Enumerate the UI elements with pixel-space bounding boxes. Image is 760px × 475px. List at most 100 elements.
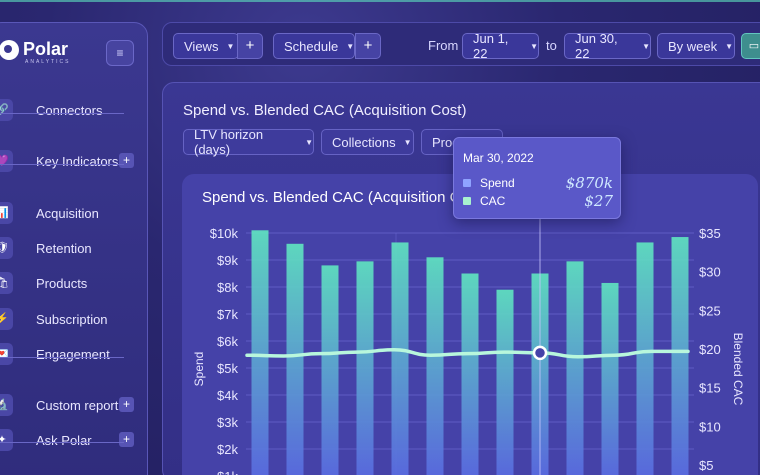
spend-bar [601, 282, 619, 475]
sidebar-item-custom-report[interactable]: 🔬 Custom report + [0, 391, 137, 419]
sidebar-divider [0, 164, 124, 165]
sidebar-divider [0, 357, 124, 358]
chevron-down-icon: ▼ [530, 41, 538, 51]
y-axis-tick-label: $4k [217, 388, 238, 403]
add-schedule-button[interactable]: + [355, 33, 381, 59]
to-label: to [546, 38, 557, 53]
y-axis-tick-label: $7k [217, 307, 238, 322]
chevron-down-icon: ▼ [642, 41, 650, 51]
add-icon[interactable]: + [119, 397, 134, 412]
top-bar: Views ▼ + Schedule ▼ + From Jun 1, 22 ▼ … [162, 22, 760, 66]
chart-tooltip: Mar 30, 2022 Spend $870k CAC $27 [453, 137, 621, 219]
tooltip-series-value: $27 [584, 192, 613, 210]
cac-line [245, 348, 690, 359]
top-accent-line [0, 0, 760, 2]
y-axis-title: Spend [192, 352, 206, 387]
chevron-down-icon: ▼ [226, 41, 235, 51]
sidebar-item-products[interactable]: 🛍 Products [0, 269, 137, 297]
filter-label: Collections [332, 134, 396, 150]
sidebar-item-acquisition[interactable]: 📊 Acquisition [0, 199, 137, 227]
logo-text: Polar [23, 39, 69, 59]
tooltip-date: Mar 30, 2022 [463, 151, 534, 165]
chart-title: Spend vs. Blended CAC (Acquisition Cost) [202, 189, 486, 206]
tooltip-row-cac: CAC $27 [463, 192, 613, 210]
cac-highlight-point [532, 345, 548, 361]
ltv-horizon-filter[interactable]: LTV horizon (days) ▼ [183, 127, 314, 157]
y2-axis-title: Blended CAC [731, 333, 745, 406]
sidebar-item-subscription[interactable]: ⚡ Subscription [0, 305, 137, 333]
sidebar-item-label: Ask Polar [36, 432, 92, 448]
y2-axis-tick-label: $15 [699, 381, 721, 396]
granularity-value: By week [668, 38, 718, 54]
y2-axis-tick-label: $35 [699, 226, 721, 241]
granularity-dropdown[interactable]: By week ▼ [657, 33, 735, 59]
from-label: From [428, 38, 459, 53]
bar-chart-icon: 📊 [0, 202, 13, 224]
logo[interactable]: Polar [0, 39, 68, 60]
add-icon[interactable]: + [119, 432, 134, 447]
from-date-value: Jun 1, 22 [473, 31, 509, 61]
message-icon: 💌 [0, 343, 13, 365]
sidebar-item-retention[interactable]: 🛡 Retention [0, 234, 137, 262]
spend-bar [391, 242, 409, 475]
sidebar-item-label: Retention [36, 240, 92, 256]
lightning-icon: ⚡ [0, 308, 13, 330]
spend-bar [251, 230, 269, 475]
tooltip-row-spend: Spend $870k [463, 174, 613, 192]
spend-bar [496, 289, 514, 475]
schedule-label: Schedule [284, 38, 339, 54]
y-axis-tick-label: $8k [217, 280, 238, 295]
y-axis-tick-label: $10k [210, 226, 239, 241]
chevron-down-icon: ▼ [403, 137, 412, 147]
spend-bar [636, 242, 654, 475]
report-title: Spend vs. Blended CAC (Acquisition Cost) [183, 102, 467, 119]
shopping-bag-icon: 🛍 [0, 272, 13, 294]
y2-axis-tick-label: $25 [699, 303, 721, 318]
chevron-down-icon: ▼ [346, 41, 355, 51]
sidebar-divider [0, 442, 124, 443]
y2-axis-tick-label: $30 [699, 265, 721, 280]
tooltip-series-name: Spend [480, 176, 515, 190]
sidebar-collapse-button[interactable]: ≡ [106, 40, 134, 66]
spend-bar [671, 237, 689, 475]
tooltip-series-value: $870k [565, 174, 613, 192]
y2-axis-tick-label: $20 [699, 342, 721, 357]
spend-bar [461, 273, 479, 475]
microscope-icon: 🔬 [0, 394, 13, 416]
collections-filter[interactable]: Collections ▼ [321, 129, 414, 155]
heart-icon: 💜 [0, 150, 13, 172]
sidebar-item-ask-polar[interactable]: ✦ Ask Polar + [0, 426, 137, 454]
filter-label: LTV horizon (days) [194, 127, 264, 157]
y2-axis-tick-label: $10 [699, 419, 721, 434]
y-axis-tick-label: $5k [217, 361, 238, 376]
schedule-dropdown[interactable]: Schedule ▼ [273, 33, 355, 59]
chevron-down-icon: ▼ [305, 137, 313, 147]
logo-subtitle: ANALYTICS [25, 59, 71, 65]
spend-bar [356, 261, 374, 475]
to-date-value: Jun 30, 22 [575, 31, 618, 61]
cac-swatch [463, 197, 471, 205]
shield-icon: 🛡 [0, 237, 13, 259]
to-date-picker[interactable]: Jun 30, 22 ▼ [564, 31, 651, 61]
from-date-picker[interactable]: Jun 1, 22 ▼ [462, 31, 539, 61]
calendar-icon[interactable]: ▭ [741, 33, 760, 59]
sidebar-item-label: Acquisition [36, 205, 99, 221]
y-axis-tick-label: $6k [217, 334, 238, 349]
y-axis-tick-label: $2k [217, 442, 238, 457]
spend-swatch [463, 179, 471, 187]
spend-bar [321, 265, 339, 475]
sidebar: Polar ANALYTICS ≡ 🔗 Connectors 💜 Key Indica… [0, 22, 148, 475]
sparkle-icon: ✦ [0, 429, 13, 451]
sidebar-item-label: Products [36, 275, 88, 291]
y-axis-tick-label: $1k [217, 469, 238, 475]
link-icon: 🔗 [0, 99, 13, 121]
y-axis-tick-label: $9k [217, 253, 238, 268]
spend-bar [566, 261, 584, 475]
add-view-button[interactable]: + [237, 33, 263, 59]
views-label: Views [184, 38, 219, 54]
views-dropdown[interactable]: Views ▼ [173, 33, 239, 59]
spend-bar [426, 257, 444, 475]
spend-bar [286, 243, 304, 475]
sidebar-divider [0, 113, 124, 114]
